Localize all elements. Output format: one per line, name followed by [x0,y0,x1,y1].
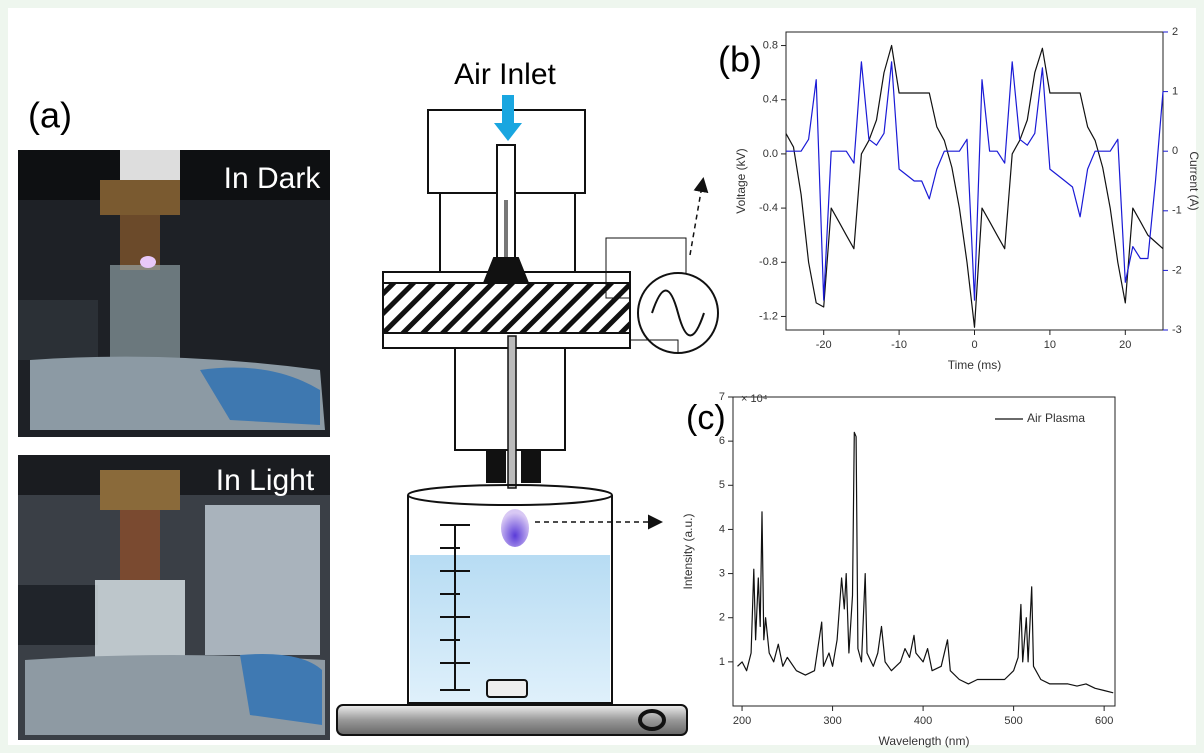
x-tick-label: 0 [971,339,977,351]
y-multiplier: × 10⁴ [741,393,768,405]
x-tick-label: 300 [823,715,841,727]
y-tick-label: 3 [719,567,725,579]
x-tick-label: -20 [816,339,832,351]
x-axis-title: Wavelength (nm) [879,734,970,748]
y2-tick-label: -3 [1172,324,1182,336]
diagram-label: Air Inlet [454,58,556,91]
y-tick-label: 1 [719,656,725,668]
x-tick-label: 600 [1095,715,1113,727]
x-tick-label: 500 [1004,715,1022,727]
y-tick-label: -0.4 [759,202,778,214]
photo-dark: In Dark [18,150,330,437]
y-tick-label: 0.8 [763,39,778,51]
legend-label: Air Plasma [1027,411,1085,425]
y2-tick-label: 0 [1172,145,1178,157]
y-tick-label: 7 [719,391,725,403]
x-tick-label: 20 [1119,339,1131,351]
panel-label: (c) [686,399,726,437]
photo-light: In Light [18,455,330,740]
panel-label: (b) [718,39,762,80]
y-tick-label: 2 [719,612,725,624]
y2-tick-label: 1 [1172,86,1178,98]
y2-tick-label: -1 [1172,205,1182,217]
photo-label: In Light [216,464,315,497]
x-axis-title: Time (ms) [948,358,1002,372]
x-tick-label: 10 [1044,339,1056,351]
y2-axis-title: Current (A) [1187,151,1201,210]
figure: (a) In Dark In Light [0,0,1204,753]
y-tick-label: 0.0 [763,148,778,160]
y-tick-label: 0.4 [763,94,778,106]
y-axis-title: Intensity (a.u.) [681,513,695,589]
photo-label: In Dark [224,162,322,195]
panel-label: (a) [28,95,72,136]
y-tick-label: -0.8 [759,256,778,268]
y2-tick-label: 2 [1172,26,1178,38]
y-tick-label: 4 [719,523,725,535]
y-tick-label: -1.2 [759,310,778,322]
y-axis-title: Voltage (kV) [734,148,748,213]
y-tick-label: 5 [719,479,725,491]
y-tick-label: 6 [719,435,725,447]
y2-tick-label: -2 [1172,264,1182,276]
x-tick-label: 200 [733,715,751,727]
x-tick-label: 400 [914,715,932,727]
x-tick-label: -10 [891,339,907,351]
